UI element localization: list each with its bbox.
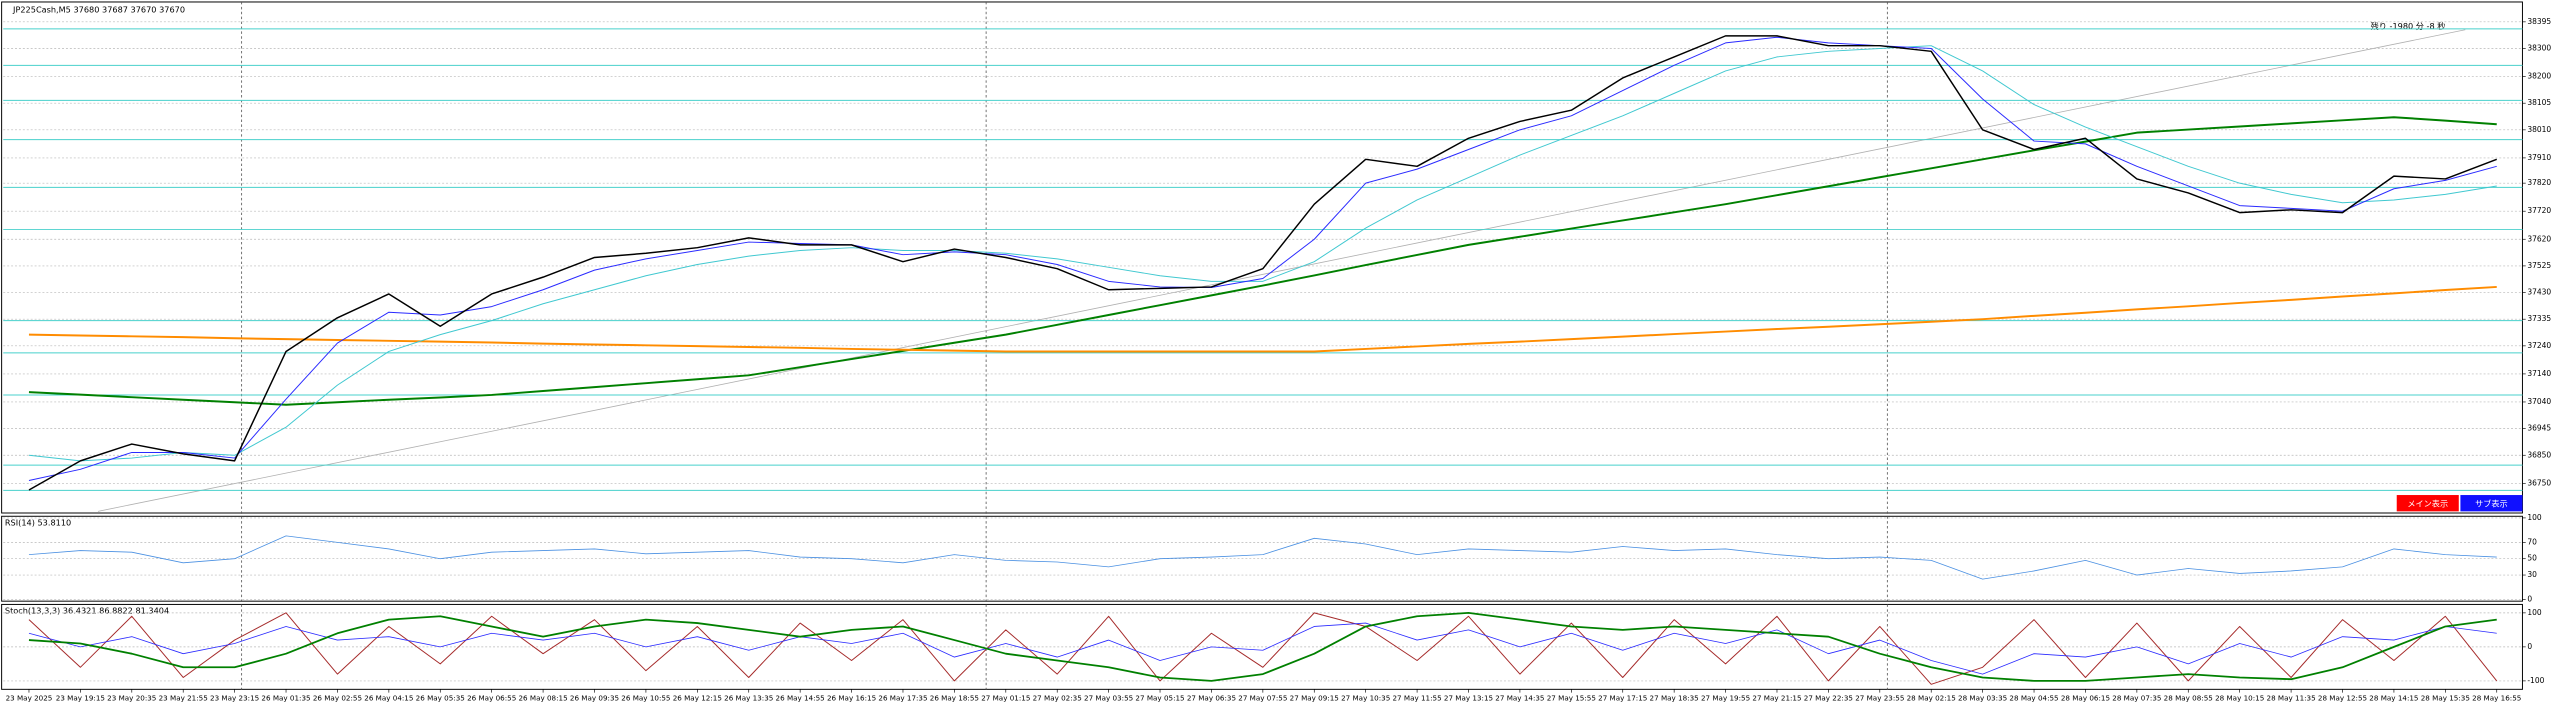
x-tick-label: 26 May 14:55 [776, 693, 825, 702]
y-tick-label: 38300 [2527, 43, 2551, 52]
x-tick-label: 26 May 12:15 [673, 693, 722, 702]
y-tick-label: 37140 [2527, 369, 2551, 378]
series-line [28, 285, 2497, 353]
rsi-title: RSI(14) 53.8110 [5, 517, 71, 527]
x-tick-label: 28 May 07:35 [2112, 693, 2161, 702]
x-tick-label: 27 May 17:15 [1598, 693, 1647, 702]
x-tick-label: 28 May 04:55 [2009, 693, 2058, 702]
button-bg [2396, 495, 2459, 512]
x-tick-label: 28 May 10:15 [2215, 693, 2264, 702]
y-tick-label: 50 [2527, 554, 2537, 563]
button-bg [2460, 495, 2523, 512]
x-tick-label: 27 May 10:35 [1341, 693, 1390, 702]
main-panel [1, 1, 2523, 514]
x-tick-label: 26 May 17:35 [878, 693, 927, 702]
series-line [28, 611, 2497, 682]
x-tick-label: 27 May 06:35 [1187, 693, 1236, 702]
x-tick-label: 26 May 16:15 [827, 693, 876, 702]
x-tick-label: 26 May 06:55 [467, 693, 516, 702]
x-tick-label: 27 May 02:35 [1033, 693, 1082, 702]
x-tick-label: 27 May 23:55 [1855, 693, 1904, 702]
y-tick-label: 100 [2527, 513, 2542, 522]
x-tick-label: 28 May 08:55 [2164, 693, 2213, 702]
x-tick-label: 28 May 03:35 [1958, 693, 2007, 702]
x-tick-label: 23 May 19:15 [56, 693, 105, 702]
y-tick-label: 38010 [2527, 125, 2551, 134]
y-tick-label: 38105 [2527, 98, 2551, 107]
day-separators [241, 1, 1888, 690]
y-tick-label: 70 [2527, 537, 2537, 546]
y-tick-label: 37620 [2527, 234, 2551, 243]
x-tick-label: 27 May 14:35 [1495, 693, 1544, 702]
x-tick-label: 27 May 15:55 [1547, 693, 1596, 702]
y-tick-label: 37910 [2527, 153, 2551, 162]
x-tick-label: 28 May 11:35 [2267, 693, 2316, 702]
x-tick-label: 27 May 07:55 [1238, 693, 1287, 702]
main-view-button[interactable]: メイン表示 [2396, 495, 2459, 512]
x-tick-label: 23 May 23:15 [210, 693, 259, 702]
sub-view-button[interactable]: サブ表示 [2460, 495, 2523, 512]
y-tick-label: -100 [2527, 676, 2544, 685]
x-tick-label: 28 May 02:15 [1907, 693, 1956, 702]
y-tick-label: 37335 [2527, 314, 2551, 323]
x-tick-label: 28 May 14:15 [2369, 693, 2418, 702]
trendline [97, 29, 2466, 512]
x-tick-label: 26 May 02:55 [313, 693, 362, 702]
x-tick-label: 26 May 18:55 [930, 693, 979, 702]
x-tick-label: 28 May 06:15 [2061, 693, 2110, 702]
chart-title: JP225Cash,M5 37680 37687 37670 37670 [12, 5, 185, 15]
x-tick-label: 27 May 03:55 [1084, 693, 1133, 702]
y-tick-label: 36750 [2527, 478, 2551, 487]
x-tick-label: 28 May 16:55 [2472, 693, 2521, 702]
x-tick-label: 27 May 11:55 [1392, 693, 1441, 702]
button-label: メイン表示 [2407, 499, 2448, 509]
x-tick-label: 28 May 15:35 [2421, 693, 2470, 702]
oscillator-title: Stoch(13,3,3) 36.4321 86.8822 81.3404 [5, 605, 169, 615]
y-tick-label: 38200 [2527, 72, 2551, 81]
x-tick-label: 26 May 08:15 [518, 693, 567, 702]
x-tick-label: 23 May 20:35 [107, 693, 156, 702]
series-line [28, 622, 2497, 675]
y-tick-label: 36850 [2527, 450, 2551, 459]
x-tick-label: 26 May 13:35 [724, 693, 773, 702]
y-tick-label: 0 [2527, 595, 2532, 604]
y-tick-label: 37720 [2527, 206, 2551, 215]
x-tick-label: 27 May 09:15 [1290, 693, 1339, 702]
series-line [28, 45, 2497, 462]
x-tick-label: 26 May 01:35 [261, 693, 310, 702]
x-tick-label: 26 May 04:15 [364, 693, 413, 702]
y-tick-label: 37525 [2527, 261, 2551, 270]
y-tick-label: 100 [2527, 608, 2542, 617]
series-line [28, 535, 2497, 580]
y-tick-label: 0 [2527, 642, 2532, 651]
x-tick-label: 26 May 10:55 [621, 693, 670, 702]
x-tick-label: 26 May 09:35 [570, 693, 619, 702]
y-tick-label: 37240 [2527, 341, 2551, 350]
y-tick-label: 30 [2527, 570, 2537, 579]
x-tick-label: 23 May 21:55 [159, 693, 208, 702]
x-tick-label: 26 May 05:35 [416, 693, 465, 702]
y-tick-label: 36945 [2527, 424, 2551, 433]
x-tick-label: 27 May 21:15 [1752, 693, 1801, 702]
button-label: サブ表示 [2475, 499, 2508, 509]
series-line [28, 612, 2498, 685]
series-line [28, 36, 2497, 481]
x-tick-label: 27 May 01:15 [981, 693, 1030, 702]
x-tick-label: 27 May 18:35 [1650, 693, 1699, 702]
x-tick-label: 28 May 12:55 [2318, 693, 2367, 702]
x-tick-label: 27 May 19:55 [1701, 693, 1750, 702]
x-tick-label: 27 May 13:15 [1444, 693, 1493, 702]
x-tick-label: 23 May 2025 [6, 693, 53, 702]
x-tick-label: 27 May 05:15 [1135, 693, 1184, 702]
y-tick-label: 38395 [2527, 17, 2551, 26]
y-tick-label: 37430 [2527, 288, 2551, 297]
series-line [28, 116, 2497, 406]
series-line [28, 35, 2498, 491]
countdown: 残り -1980 分 -8 秒 [2371, 21, 2446, 31]
y-tick-label: 37040 [2527, 397, 2551, 406]
x-tick-label: 27 May 22:35 [1804, 693, 1853, 702]
y-tick-label: 37820 [2527, 178, 2551, 187]
